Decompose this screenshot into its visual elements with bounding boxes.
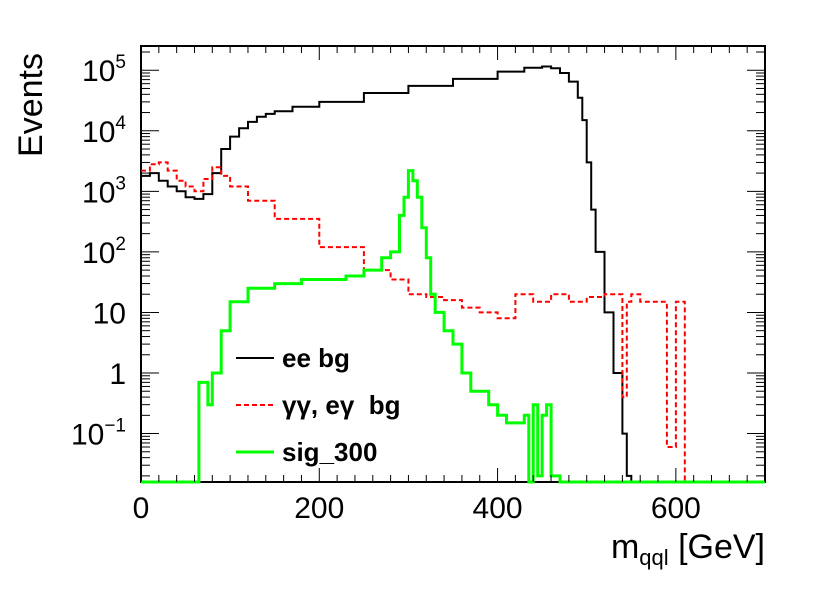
- y-tick-label: 105: [82, 52, 126, 88]
- series-line-ee-bg: [141, 65, 765, 483]
- x-tick-label: 600: [651, 492, 701, 525]
- x-axis-label-main: m: [611, 528, 639, 566]
- plot-area: [140, 45, 766, 483]
- y-tick-label: 10: [93, 297, 126, 330]
- series-line-sig-300: [141, 169, 765, 484]
- series-group: [141, 65, 765, 484]
- x-axis-label-unit: [GeV]: [669, 528, 765, 566]
- y-tick-label: 104: [82, 113, 126, 149]
- legend: ee bg γγ, eγ bg sig_300: [236, 343, 401, 467]
- legend-label-gamma-bg: γγ, eγ bg: [282, 390, 401, 420]
- x-axis-label: mqql [GeV]: [611, 528, 765, 570]
- legend-label-ee-bg: ee bg: [282, 343, 350, 373]
- x-axis-label-sub: qql: [639, 545, 668, 570]
- y-tick-label: 102: [82, 234, 126, 270]
- x-tick-label: 200: [294, 492, 344, 525]
- x-tick-label: 400: [473, 492, 523, 525]
- legend-label-sig-300: sig_300: [282, 437, 377, 467]
- plot-frame: [140, 45, 766, 483]
- y-tick-label: 103: [82, 173, 126, 209]
- y-tick-label: 10−1: [71, 416, 126, 452]
- series-line-e-bg: [141, 161, 765, 483]
- y-axis-label: Events: [12, 53, 50, 157]
- y-tick-label: 1: [109, 358, 126, 391]
- x-tick-label: 0: [133, 492, 150, 525]
